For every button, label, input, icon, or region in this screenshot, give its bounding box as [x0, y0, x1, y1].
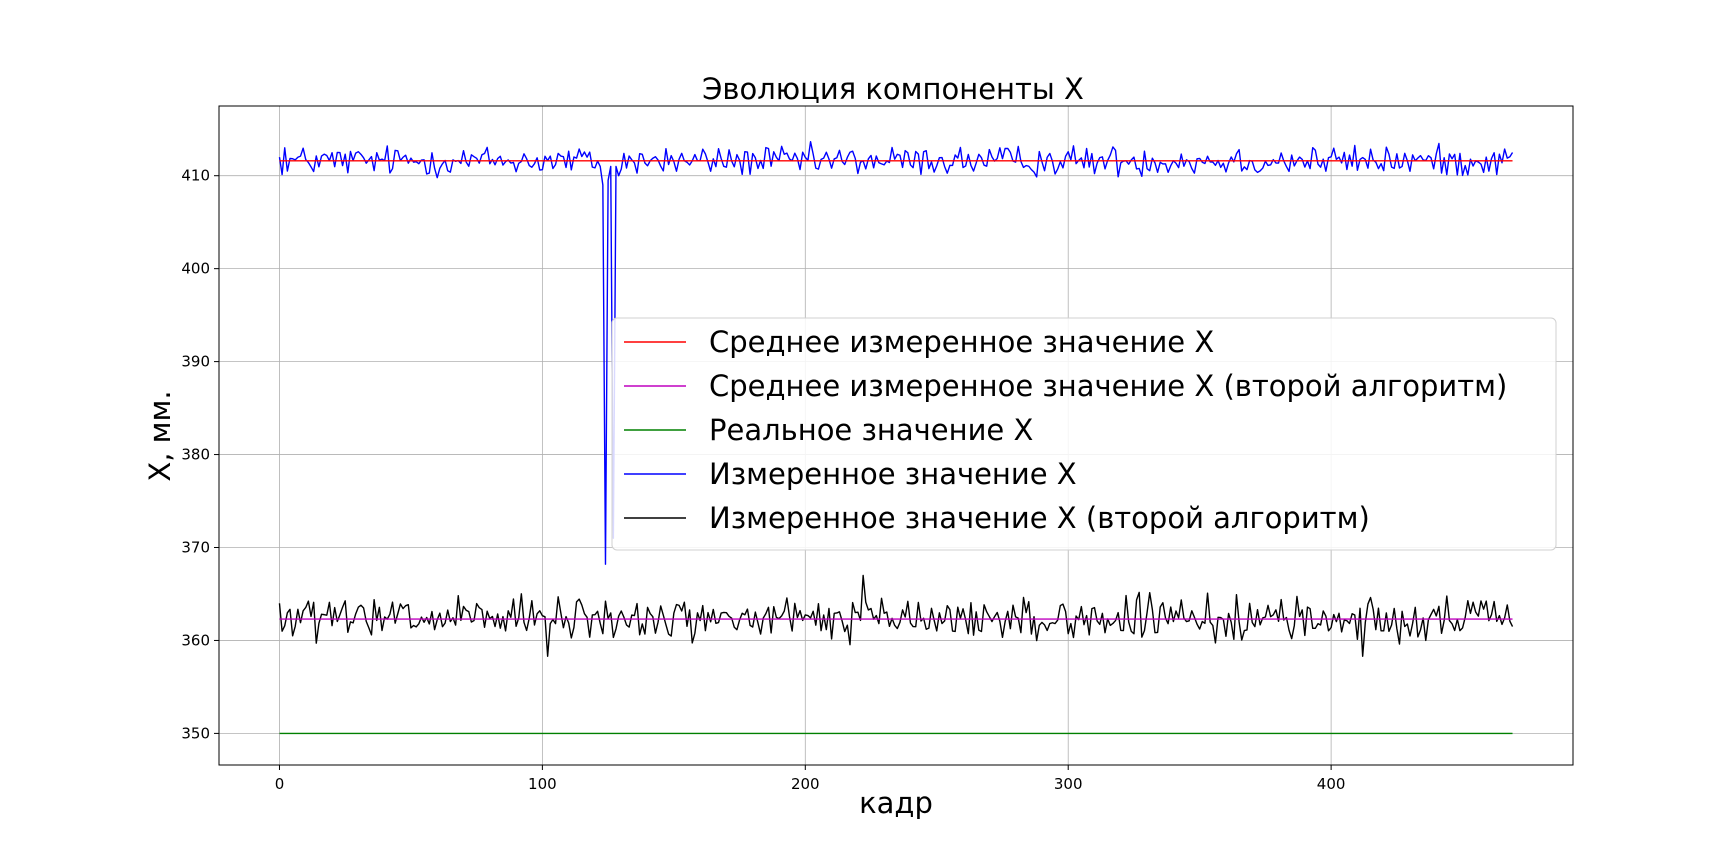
- series-line-measured-alt: [278, 574, 1514, 657]
- legend-entry-real-value: Реальное значение X: [624, 413, 1033, 447]
- x-tick-label: 300: [1054, 775, 1083, 793]
- chart-title: Эволюция компоненты X: [702, 72, 1084, 106]
- legend-label: Среднее измеренное значение X (второй ал…: [709, 369, 1507, 403]
- legend-entries: Среднее измеренное значение X Среднее изм…: [624, 325, 1507, 535]
- legend: Среднее измеренное значение X Среднее изм…: [611, 317, 1557, 551]
- x-tick-label: 400: [1317, 775, 1346, 793]
- x-tick-label: 200: [791, 775, 820, 793]
- y-tick-label: 400: [181, 260, 210, 278]
- plot-frame: [218, 105, 1574, 766]
- legend-entry-measured: Измеренное значение X: [624, 457, 1077, 491]
- y-tick-label: 410: [181, 167, 210, 185]
- y-tick-label: 350: [181, 724, 210, 742]
- legend-label: Среднее измеренное значение X: [709, 325, 1214, 359]
- legend-label: Реальное значение X: [709, 413, 1033, 447]
- x-tick-label: 0: [275, 775, 285, 793]
- x-tick-label: 100: [528, 775, 557, 793]
- legend-box: [611, 317, 1557, 551]
- legend-entry-mean-measured: Среднее измеренное значение X: [624, 325, 1214, 359]
- legend-entry-measured-alt: Измеренное значение X (второй алгоритм): [624, 501, 1370, 535]
- series-layer: [278, 141, 1514, 735]
- legend-entry-mean-measured-alt: Среднее измеренное значение X (второй ал…: [624, 369, 1507, 403]
- y-tick-label: 370: [181, 539, 210, 557]
- x-axis-ticks: 0 100 200 300 400: [275, 765, 1346, 793]
- y-tick-label: 360: [181, 631, 210, 649]
- y-axis-ticks: 350 360 370 380 390 400 410: [181, 167, 219, 742]
- series-line-measured: [278, 141, 1514, 565]
- y-axis-label: X, мм.: [143, 390, 177, 481]
- x-axis-label: кадр: [859, 786, 933, 820]
- y-tick-label: 380: [181, 446, 210, 464]
- y-tick-label: 390: [181, 353, 210, 371]
- legend-label: Измеренное значение X (второй алгоритм): [709, 501, 1370, 535]
- legend-label: Измеренное значение X: [709, 457, 1077, 491]
